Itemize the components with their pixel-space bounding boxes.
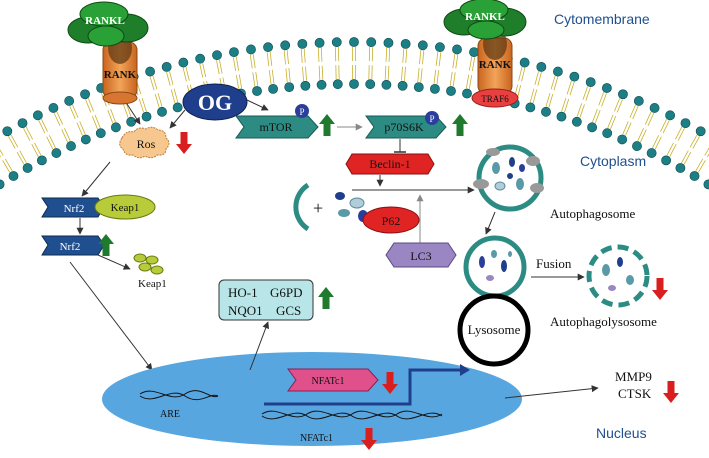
are-label: ARE — [160, 409, 180, 420]
mtor-phospho: P — [299, 107, 304, 117]
p70s6k-up-arrow — [452, 114, 468, 136]
g6pd-label: G6PD — [270, 285, 303, 300]
rank-label-left: RANK — [104, 69, 137, 81]
traf6-label: TRAF6 — [481, 94, 509, 104]
autophagolysosome-label: Autophagolysosome — [550, 314, 657, 329]
fusion-vesicle — [466, 238, 524, 296]
og-drug: OG — [183, 84, 247, 120]
rankl-ligand-left: RANKL — [68, 2, 148, 46]
cytoplasm-label: Cytoplasm — [580, 153, 646, 169]
beclin1-label: Beclin-1 — [369, 157, 410, 171]
mtor-label: mTOR — [259, 120, 292, 134]
ho1-label: HO-1 — [228, 285, 258, 300]
nucleus — [102, 352, 522, 446]
autophagosome — [473, 147, 544, 209]
nucleus-label: Nucleus — [596, 425, 647, 441]
og-label: OG — [198, 90, 232, 115]
beclin1-node: Beclin-1 — [346, 154, 434, 174]
nqo1-label: NQO1 — [228, 303, 263, 318]
ctsk-label: CTSK — [618, 386, 652, 401]
p62-label: P62 — [382, 214, 401, 228]
nrf2-label-complex: Nrf2 — [64, 203, 85, 215]
nrf2-node: Nrf2 — [42, 236, 104, 255]
rankl-label-right: RANKL — [465, 11, 505, 23]
nrf2-keap1-complex: Nrf2 Keap1 — [42, 195, 155, 219]
ros-label: Ros — [137, 137, 156, 151]
rankl-ligand-right: RANKL — [444, 0, 526, 39]
genes-up-arrow — [318, 287, 334, 309]
phagophore-arc — [296, 185, 308, 229]
lc3-label: LC3 — [410, 249, 431, 263]
nfatc1-gene-label: NFATc1 — [300, 433, 333, 444]
cytomembrane-label: Cytomembrane — [554, 11, 650, 27]
keap1-label-complex: Keap1 — [111, 202, 140, 214]
keap1-free-label: Keap1 — [138, 278, 167, 290]
rankl-label-left: RANKL — [85, 15, 125, 27]
autophagosome-label: Autophagosome — [550, 206, 635, 221]
autophagolysosome — [589, 247, 647, 305]
keap1-free — [134, 254, 163, 274]
antioxidant-genes-box: HO-1 G6PD NQO1 GCS — [219, 280, 313, 320]
gcs-label: GCS — [276, 303, 301, 318]
p70s6k-node: p70S6K P — [366, 111, 446, 138]
traf6-adaptor: TRAF6 — [472, 89, 518, 107]
nfatc1-protein: NFATc1 — [288, 369, 378, 391]
autophagolysosome-down-arrow — [652, 278, 668, 300]
rank-label-right: RANK — [479, 59, 512, 71]
p70s6k-phospho: P — [429, 114, 434, 124]
fusion-label: Fusion — [536, 256, 572, 271]
ros-node: Ros — [120, 127, 169, 158]
nrf2-label: Nrf2 — [60, 241, 81, 253]
mmp9-ctsk-down-arrow — [663, 381, 679, 403]
plus-sign: + — [313, 198, 323, 218]
p70s6k-label: p70S6K — [384, 120, 424, 134]
mmp9-label: MMP9 — [615, 369, 652, 384]
lysosome: Lysosome — [460, 296, 528, 364]
lysosome-label: Lysosome — [468, 322, 521, 337]
lc3-node: LC3 — [386, 243, 456, 267]
p62-node: P62 — [363, 207, 419, 233]
nfatc1-protein-label: NFATc1 — [311, 376, 344, 387]
mtor-up-arrow — [319, 114, 335, 136]
mtor-node: mTOR P — [236, 104, 318, 138]
ros-down-arrow — [176, 132, 192, 154]
